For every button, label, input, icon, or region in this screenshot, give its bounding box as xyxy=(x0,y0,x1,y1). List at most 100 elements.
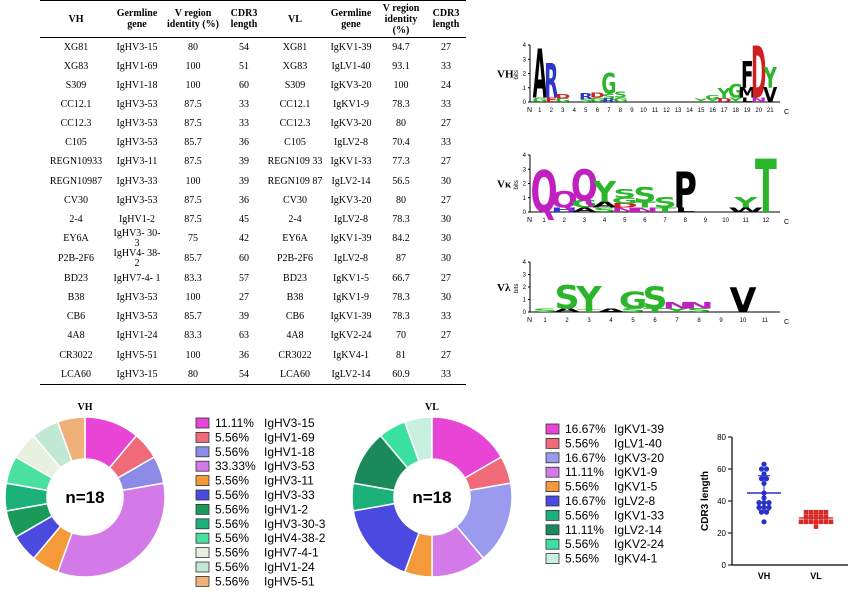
logo-letter: N xyxy=(684,300,713,311)
logo-letter: S xyxy=(532,308,557,313)
legend-swatch xyxy=(195,576,210,587)
table-body: XG81 IgHV3-15 80 54 XG81 IgKV1-39 94.7 27 XG83 Ig… xyxy=(40,38,466,386)
table-cell: 85.7 xyxy=(184,137,202,149)
legend-percent: 11.11% xyxy=(565,465,604,479)
legend-label: IgLV2-8 xyxy=(614,494,655,508)
table-cell: IgLV2-14 xyxy=(331,175,371,187)
legend-percent: 5.56% xyxy=(565,537,599,551)
scatter-category-label: VL xyxy=(810,571,822,581)
logo-n-terminus: N xyxy=(527,107,532,114)
logo-letter: T xyxy=(643,307,667,313)
scatter-point-vl xyxy=(803,519,809,525)
scatter-point-vl xyxy=(823,509,829,515)
table-cell: 27 xyxy=(441,272,451,284)
legend-percent: 5.56% xyxy=(215,531,249,545)
table-cell: 77.3 xyxy=(392,156,410,168)
scatter-point-vl xyxy=(798,519,804,525)
logo-y-tick-label: 1 xyxy=(523,86,527,92)
legend-label: IgKV3-20 xyxy=(614,451,664,465)
scatter-point-vh xyxy=(766,500,772,506)
logo-letter: S xyxy=(620,307,645,313)
table-cell: CB6 xyxy=(285,311,305,323)
table-row: 4A8 IgHV1-24 83.3 63 4A8 IgKV2-24 70 27 xyxy=(40,327,466,346)
pie-title: VH xyxy=(78,402,93,413)
legend-label: IgKV2-24 xyxy=(614,537,664,551)
logo-letter: T xyxy=(654,207,676,214)
logo-position-label: 11 xyxy=(652,108,659,114)
pie-slice xyxy=(403,416,433,463)
logo-position-label: 8 xyxy=(697,318,701,324)
table-cell: 78.3 xyxy=(392,213,410,225)
legend-label: IgHV3-33 xyxy=(264,488,315,502)
table-cell: CC12.1 xyxy=(60,98,92,110)
table-cell: 4A8 xyxy=(67,330,85,342)
table-cell: EY6A xyxy=(63,233,89,245)
table-cell: XG81 xyxy=(63,41,89,53)
legend-percent: 11.11% xyxy=(215,416,254,430)
table-cell: IgLV2-8 xyxy=(333,137,369,149)
logo-axis-label: bits xyxy=(514,284,520,293)
table-cell: 30 xyxy=(441,175,451,187)
table-cell: 80 xyxy=(162,365,224,386)
table-cell: IgHV1-69 xyxy=(116,60,158,72)
scatter-point-vh xyxy=(761,519,767,525)
table-cell: IgHV3-15 xyxy=(112,365,162,386)
table-cell: 36 xyxy=(239,137,249,149)
table-cell: 39 xyxy=(239,175,249,187)
table-cell: CC12.3 xyxy=(60,118,92,130)
legend-label: IgHV3-30-3 xyxy=(264,517,326,531)
logo-y-tick-label: 1 xyxy=(523,298,527,304)
table-cell: CV30 xyxy=(64,194,88,206)
logo-letter: G xyxy=(705,95,720,101)
logo-letter: V xyxy=(730,281,757,320)
logo-position-label: 10 xyxy=(722,218,729,224)
table-row: LCA60 IgHV3-15 80 54 LCA60 IgLV2-14 60.9 33 xyxy=(40,365,466,386)
table-cell: IgHV3-53 xyxy=(116,194,158,206)
logo-position-label: 1 xyxy=(538,108,542,114)
table-row: P2B-2F6 IgHV4- 38-2 85.7 60 P2B-2F6 IgLV2-8 87… xyxy=(40,249,466,269)
table-cell: 39 xyxy=(239,311,249,323)
logo-position-label: 18 xyxy=(732,108,739,114)
logo-letter: G xyxy=(619,287,648,314)
logo-position-label: 20 xyxy=(755,108,762,114)
logo-letter: Y xyxy=(693,99,708,104)
logo-position-label: 7 xyxy=(663,218,667,224)
logo-letter: E xyxy=(545,97,557,104)
table-cell: 84.2 xyxy=(392,233,410,245)
logo-letter: S xyxy=(614,91,627,100)
logo-position-label: 1 xyxy=(543,318,547,324)
logo-letter: Y xyxy=(716,85,730,102)
legend-label: IgHV3-15 xyxy=(264,416,315,430)
pie-slice xyxy=(56,482,166,578)
legend-percent: 5.56% xyxy=(565,508,599,522)
logo-letter: R xyxy=(544,56,558,110)
table-cell: 42 xyxy=(239,233,249,245)
table-cell: 27 xyxy=(441,41,451,53)
logo-letter: G xyxy=(612,196,638,205)
table-cell: 33 xyxy=(441,60,451,72)
legend-swatch xyxy=(545,481,560,493)
logo-letter: N xyxy=(632,207,659,214)
table-cell: IgLV2-14 xyxy=(326,365,376,386)
logo-position-label: 5 xyxy=(623,218,627,224)
table-cell: CR3022 xyxy=(278,349,312,361)
scatter-point-vl xyxy=(818,514,824,520)
table-cell: 83.3 xyxy=(184,330,202,342)
legend-swatch xyxy=(195,475,210,487)
pie-slice xyxy=(56,416,86,463)
logo-y-tick-label: 0 xyxy=(523,310,527,316)
logo-c-terminus: C xyxy=(784,319,789,326)
table-cell: C105 xyxy=(284,137,306,149)
legend-swatch xyxy=(195,417,210,429)
logo-letter: Y xyxy=(705,99,720,104)
table-header-cell: V region identity (%) xyxy=(162,0,224,38)
scatter-point-vh xyxy=(766,504,772,510)
legend-swatch xyxy=(545,452,560,464)
table-cell: 60 xyxy=(239,253,249,265)
table-row: 2-4 IgHV1-2 87.5 45 2-4 IgLV2-8 78.3 30 xyxy=(40,210,466,229)
table-header-cell: CDR3 length xyxy=(426,0,466,38)
table-cell: IgHV4- 38-2 xyxy=(113,248,161,270)
logo-position-label: 4 xyxy=(573,108,577,114)
table-cell: 30 xyxy=(441,233,451,245)
logo-y-tick-label: 2 xyxy=(523,182,527,188)
